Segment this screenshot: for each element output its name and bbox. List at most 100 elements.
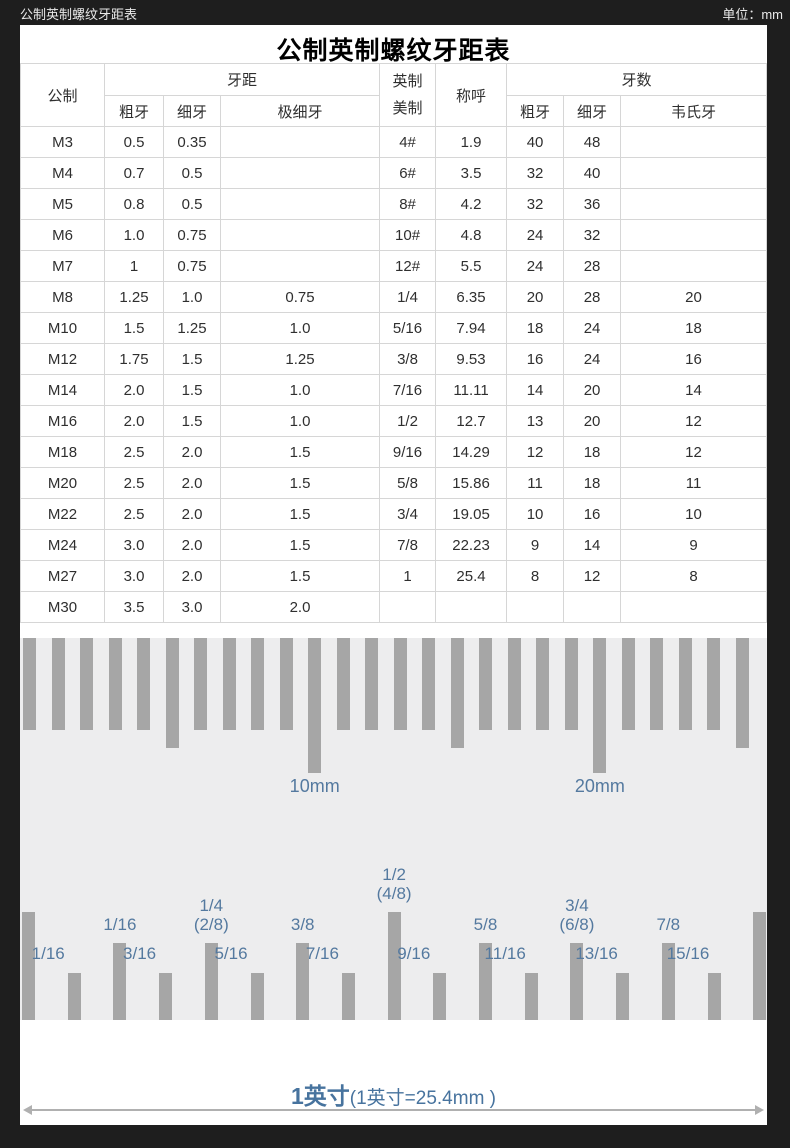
- table-cell: 0.35: [163, 126, 221, 158]
- table-cell: [435, 591, 508, 623]
- imperial-tick-label: 7/16: [305, 944, 339, 963]
- table-cell: 40: [506, 126, 565, 158]
- header-designation: 称呼: [435, 63, 508, 127]
- table-cell: 7/8: [379, 529, 437, 561]
- table-cell: 0.75: [163, 219, 221, 251]
- metric-tick: [108, 638, 122, 730]
- table-cell: 32: [563, 219, 622, 251]
- table-cell: 10: [620, 498, 767, 530]
- table-cell: 16: [563, 498, 622, 530]
- table-cell: 12#: [379, 250, 437, 282]
- table-cell: 22.23: [435, 529, 508, 561]
- header-pitch-group: 牙距: [103, 63, 381, 96]
- window-top-bar: 公制英制螺纹牙距表 单位：mm: [0, 0, 790, 25]
- table-row: M7 1 0.75 12# 5.5 24 28: [20, 250, 767, 282]
- table-cell: 1.0: [219, 405, 381, 437]
- table-cell: 4#: [379, 126, 437, 158]
- imperial-tick: [250, 973, 264, 1020]
- imperial-tick: [204, 943, 218, 1020]
- imperial-tick: [661, 943, 675, 1020]
- table-cell: 1.0: [163, 281, 221, 313]
- table-cell: M7: [20, 250, 105, 282]
- table-cell: 28: [563, 250, 622, 282]
- header-imperial: 英制 美制: [379, 63, 437, 127]
- table-cell: 0.75: [219, 281, 381, 313]
- table-cell: M14: [20, 374, 105, 406]
- table-cell: [620, 219, 767, 251]
- imperial-tick-label: 3/16: [123, 944, 157, 963]
- imperial-tick: [159, 973, 173, 1020]
- table-cell: M30: [20, 591, 105, 623]
- metric-tick: [80, 638, 94, 730]
- table-cell: 1/2: [379, 405, 437, 437]
- imperial-tick: [707, 973, 721, 1020]
- table-cell: 40: [563, 157, 622, 189]
- table-cell: 2.0: [163, 467, 221, 499]
- imperial-tick-label: 1/2 (4/8): [376, 865, 412, 903]
- table-cell: 18: [563, 467, 622, 499]
- imperial-tick-label: 5/16: [214, 944, 248, 963]
- metric-tick: [365, 638, 379, 730]
- imperial-tick-label: 1/16: [103, 915, 137, 934]
- metric-tick: [736, 638, 749, 748]
- table-cell: 1.5: [104, 312, 164, 344]
- table-cell: 8#: [379, 188, 437, 220]
- table-cell: 8: [620, 560, 767, 592]
- imperial-tick: [22, 912, 35, 1020]
- imperial-tick-label: 3/8: [290, 915, 315, 934]
- table-cell: 10: [506, 498, 565, 530]
- table-cell: M24: [20, 529, 105, 561]
- table-row: M30 3.5 3.0 2.0: [20, 591, 767, 623]
- table-cell: 1.25: [163, 312, 221, 344]
- inch-caption: 1英寸(1英寸=25.4mm ): [20, 1077, 767, 1111]
- inch-arrow-line: [30, 1109, 757, 1111]
- table-cell: [506, 591, 565, 623]
- metric-tick: [336, 638, 350, 730]
- table-cell: 0.75: [163, 250, 221, 282]
- table-cell: 1.25: [104, 281, 164, 313]
- unit-label: 单位：mm: [722, 7, 783, 22]
- imperial-tick: [524, 973, 538, 1020]
- table-cell: 3.0: [104, 560, 164, 592]
- table-row: M6 1.0 0.75 10# 4.8 24 32: [20, 219, 767, 251]
- table-row: M5 0.8 0.5 8# 4.2 32 36: [20, 188, 767, 220]
- table-cell: 2.5: [104, 467, 164, 499]
- table-cell: M8: [20, 281, 105, 313]
- metric-tick-label: 20mm: [574, 776, 625, 796]
- table-cell: 1.0: [104, 219, 164, 251]
- table-cell: 2.0: [219, 591, 381, 623]
- table-cell: 4.2: [435, 188, 508, 220]
- table-cell: 36: [563, 188, 622, 220]
- metric-tick: [422, 638, 436, 730]
- metric-tick: [564, 638, 578, 730]
- table-cell: 48: [563, 126, 622, 158]
- table-cell: 2.5: [104, 498, 164, 530]
- table-cell: 3.5: [435, 157, 508, 189]
- table-cell: 8: [506, 560, 565, 592]
- table-cell: 1.5: [219, 467, 381, 499]
- table-row: M16 2.0 1.5 1.0 1/2 12.7 13 20 12: [20, 405, 767, 437]
- table-cell: 1.25: [219, 343, 381, 375]
- table-cell: 1.0: [219, 374, 381, 406]
- table-cell: 13: [506, 405, 565, 437]
- table-cell: M5: [20, 188, 105, 220]
- table-cell: 15.86: [435, 467, 508, 499]
- table-cell: 20: [620, 281, 767, 313]
- table-cell: 1: [104, 250, 164, 282]
- imperial-tick: [570, 943, 584, 1020]
- table-cell: 0.5: [163, 157, 221, 189]
- imperial-tick-label: 1/4 (2/8): [193, 896, 229, 934]
- table-cell: 3.5: [104, 591, 164, 623]
- table-cell: 2.0: [104, 405, 164, 437]
- table-cell: 12: [620, 405, 767, 437]
- header-tpi-group: 牙数: [506, 63, 767, 96]
- table-cell: 0.5: [163, 188, 221, 220]
- imperial-tick: [296, 943, 310, 1020]
- imperial-tick: [387, 912, 401, 1020]
- table-cell: [219, 219, 381, 251]
- header-tpi-fine: 细牙: [563, 95, 622, 127]
- table-cell: 2.5: [104, 436, 164, 468]
- metric-tick: [507, 638, 521, 730]
- table-cell: 14.29: [435, 436, 508, 468]
- table-row: M24 3.0 2.0 1.5 7/8 22.23 9 14 9: [20, 529, 767, 561]
